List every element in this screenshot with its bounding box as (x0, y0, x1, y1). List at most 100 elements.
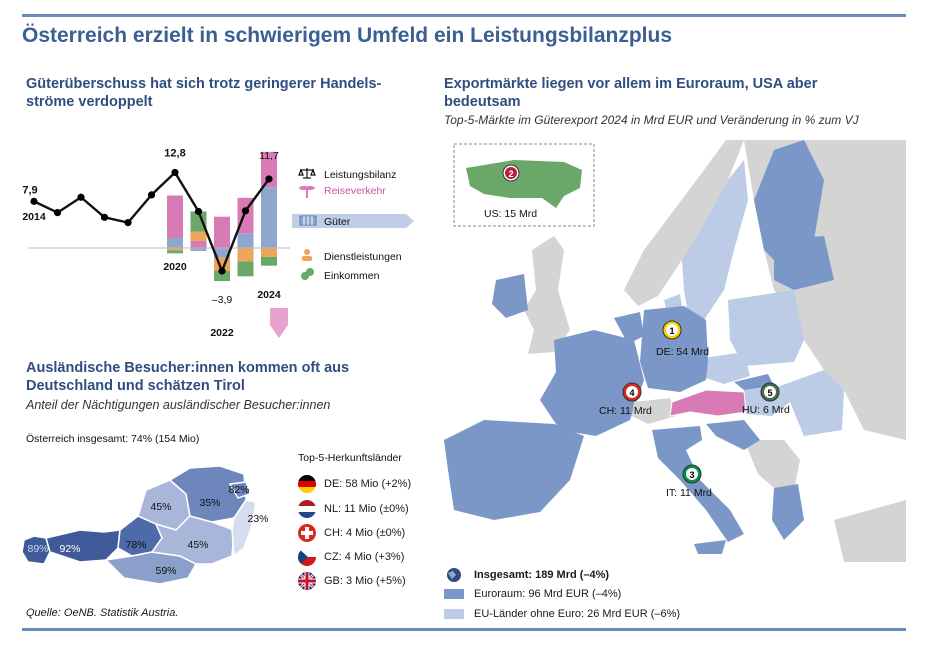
flag-gb-icon (298, 572, 316, 590)
balance-point-2015 (53, 209, 62, 217)
page-title: Österreich erzielt in schwierigem Umfeld… (22, 24, 672, 47)
svg-text:1: 1 (669, 326, 674, 336)
marker-hu-icon: 5 (760, 382, 780, 402)
hand-service-icon (302, 249, 312, 261)
eu-non-euro-poland (728, 290, 804, 366)
goods-heading: Güterüberschuss hat sich trotz geringere… (26, 75, 426, 111)
flag-cz-icon (298, 548, 316, 566)
bar-income-2024 (261, 256, 277, 266)
marker-it-icon: 3 (682, 464, 702, 484)
bar-goods-2024 (261, 187, 277, 248)
austria-highlight (669, 389, 747, 417)
country-de-label: DE: 58 Mio (+2%) (324, 478, 412, 490)
flag-ch-icon (298, 524, 316, 542)
non-eu-turkey (834, 500, 906, 562)
legend-eu-non-euro-label: EU-Länder ohne Euro: 26 Mrd EUR (–6%) (474, 608, 681, 620)
legend-dienstleistungen: Dienstleistungen (324, 251, 402, 263)
value-label-2022: –3,9 (212, 294, 233, 306)
export-heading-line2: bedeutsam (444, 94, 521, 110)
goods-arrow (292, 214, 414, 228)
marker-de-icon: 1 (662, 320, 682, 340)
non-eu-balkans (744, 440, 800, 490)
bar-goods-2022 (214, 248, 230, 258)
value-label-2014: 7,9 (22, 184, 37, 196)
bar-services-2023 (237, 248, 254, 262)
export-subtitle: Top-5-Märkte im Güterexport 2024 in Mrd … (444, 113, 859, 127)
x-tick-2022: 2022 (210, 327, 234, 339)
visitors-heading-line2: Deutschland und schätzen Tirol (26, 378, 245, 394)
balance-point-2021 (194, 207, 203, 216)
bar-goods-2021 (190, 248, 207, 251)
legend-eu-non-euro: EU-Länder ohne Euro: 26 Mrd EUR (–6%) (444, 608, 680, 620)
balance-point-2018 (124, 219, 132, 227)
market-us-label: US: 15 Mrd (484, 208, 538, 220)
scale-icon (298, 168, 316, 179)
legend-einkommen: Einkommen (324, 270, 380, 282)
country-ch-label: CH: 4 Mio (±0%) (324, 527, 406, 539)
euro-france (540, 330, 644, 436)
country-cz-label: CZ: 4 Mio (+3%) (324, 551, 405, 563)
marker-us-icon: 2 (502, 164, 520, 182)
usa-shape (466, 160, 582, 208)
balance-point-2024 (265, 175, 273, 183)
visitors-heading: Ausländische Besucher:innen kommen oft a… (26, 359, 426, 395)
balance-point-2017 (100, 213, 109, 221)
region-value-burgenland: 23% (247, 513, 268, 525)
non-eu-norway (624, 140, 744, 306)
svg-text:2: 2 (508, 169, 513, 179)
eu-non-euro-romania (780, 370, 844, 436)
euro-ireland (492, 274, 528, 318)
flag-nl-icon (298, 500, 316, 518)
balance-point-2020 (171, 168, 179, 177)
legend-total-label: Insgesamt: 189 Mrd (–4%) (474, 569, 610, 581)
legend-gueter: Güter (324, 216, 351, 228)
region-tirol (45, 529, 121, 563)
euro-sicily (694, 540, 726, 554)
source-note: Quelle: OeNB. Statistik Austria. (26, 607, 179, 619)
top-rule (22, 14, 906, 17)
goods-heading-line1: Güterüberschuss hat sich trotz geringere… (26, 76, 382, 92)
market-it-label: IT: 11 Mrd (666, 487, 712, 499)
bar-income-2022 (214, 271, 230, 282)
region-value-tirol: 92% (59, 543, 80, 555)
value-label-2024: 11,7 (259, 150, 279, 162)
europe-map: 2 1 4 5 3 (444, 140, 906, 562)
x-tick-2014: 2014 (22, 211, 46, 223)
region-value-niederösterreich: 35% (199, 497, 220, 509)
visitors-subtitle: Anteil der Nächtigungen ausländischer Be… (26, 398, 331, 412)
non-eu-uk (524, 236, 570, 354)
bar-income-2023 (237, 261, 254, 277)
bar-travel-2022 (214, 216, 230, 248)
euro-germany (640, 306, 708, 392)
balance-legend-icons (298, 168, 317, 280)
region-wien (228, 481, 251, 499)
region-burgenland (231, 499, 257, 558)
export-heading: Exportmärkte liegen vor allem im Eurorau… (444, 75, 914, 111)
legend-leistungsbilanz: Leistungsbilanz (324, 169, 397, 181)
flag-de-icon (298, 475, 316, 493)
country-gb: GB: 3 Mio (+5%) (298, 572, 406, 590)
region-value-oberösterreich: 45% (150, 501, 171, 513)
country-nl: NL: 11 Mio (±0%) (298, 500, 409, 518)
legend-euro-area-label: Euroraum: 96 Mrd EUR (–4%) (474, 588, 622, 600)
balance-point-2016 (77, 193, 85, 201)
balance-point-2019 (147, 191, 156, 199)
country-nl-label: NL: 11 Mio (±0%) (324, 503, 409, 515)
legend-reiseverkehr: Reiseverkehr (324, 185, 386, 197)
region-value-vorarlberg: 89% (27, 543, 48, 555)
bar-travel-2021 (190, 240, 207, 248)
austria-map: 89% 92% 78% 59% 45% 45% 35% 82% 23% (21, 465, 269, 585)
x-tick-2024: 2024 (257, 289, 281, 301)
region-value-salzburg: 78% (125, 539, 146, 551)
svg-text:3: 3 (689, 470, 694, 480)
bar-services-2024 (261, 248, 277, 257)
region-steiermark (150, 515, 235, 565)
bar-services-2020 (167, 248, 183, 251)
country-cz: CZ: 4 Mio (+3%) (298, 548, 404, 566)
bar-travel-2024 (261, 151, 277, 188)
market-ch-label: CH: 11 Mrd (599, 405, 652, 417)
euro-slovenia-croatia (706, 420, 760, 450)
balance-point-2022 (218, 267, 226, 275)
eu-non-euro-sweden (682, 160, 748, 320)
value-label-2020: 12,8 (164, 147, 185, 159)
